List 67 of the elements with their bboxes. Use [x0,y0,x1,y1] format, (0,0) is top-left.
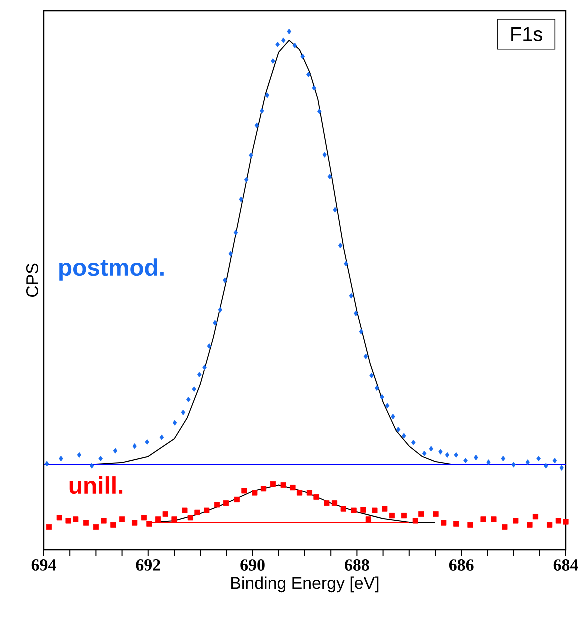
point [296,490,303,496]
point [491,516,497,522]
point [324,500,330,506]
point [502,524,508,530]
point [280,482,286,488]
point [132,520,138,526]
point [214,502,220,508]
point [73,516,79,522]
point [204,508,210,514]
x-axis-title: Binding Energy [eV] [232,576,379,593]
x-tick-label: 690 [240,560,265,571]
point [101,518,107,524]
point [194,510,200,516]
point [340,506,346,512]
point [93,524,99,530]
point [260,486,267,492]
point [120,516,126,522]
point [433,511,439,518]
point [389,513,395,519]
x-tick-label: 686 [449,560,474,571]
series-label: unill. [70,476,123,494]
point [480,516,486,522]
point [162,511,168,518]
point [182,508,188,514]
point [332,500,338,506]
point [146,521,152,527]
x-tick-label: 694 [32,560,56,571]
point [547,522,553,528]
point [110,522,116,528]
point [532,514,539,520]
point [372,508,378,514]
point [83,520,90,526]
annotation: F1s [512,27,542,42]
point [46,524,52,530]
point [360,507,366,513]
y-axis-title: CPS [26,264,38,298]
point [306,490,312,496]
text: postmod. [60,258,164,281]
point [556,518,562,524]
point [56,515,62,521]
point [563,519,569,525]
x-tick-label: 684 [554,560,578,571]
point [223,500,229,506]
point [242,488,248,494]
x-tick-label: 688 [345,560,370,571]
point [66,518,72,524]
point [234,496,240,503]
point [172,516,178,522]
point [418,511,424,518]
point [412,518,418,524]
point [141,515,148,521]
x-tick-label: 692 [136,560,160,571]
point [252,490,258,496]
point [188,515,194,521]
point [527,522,533,528]
point [156,516,162,522]
point [468,522,474,528]
point [513,518,519,524]
point [351,508,357,514]
point [270,481,276,487]
point [366,516,372,522]
point [382,506,388,512]
point [454,521,460,527]
point [314,494,320,500]
point [441,520,447,526]
point [290,485,296,491]
point [401,513,407,519]
